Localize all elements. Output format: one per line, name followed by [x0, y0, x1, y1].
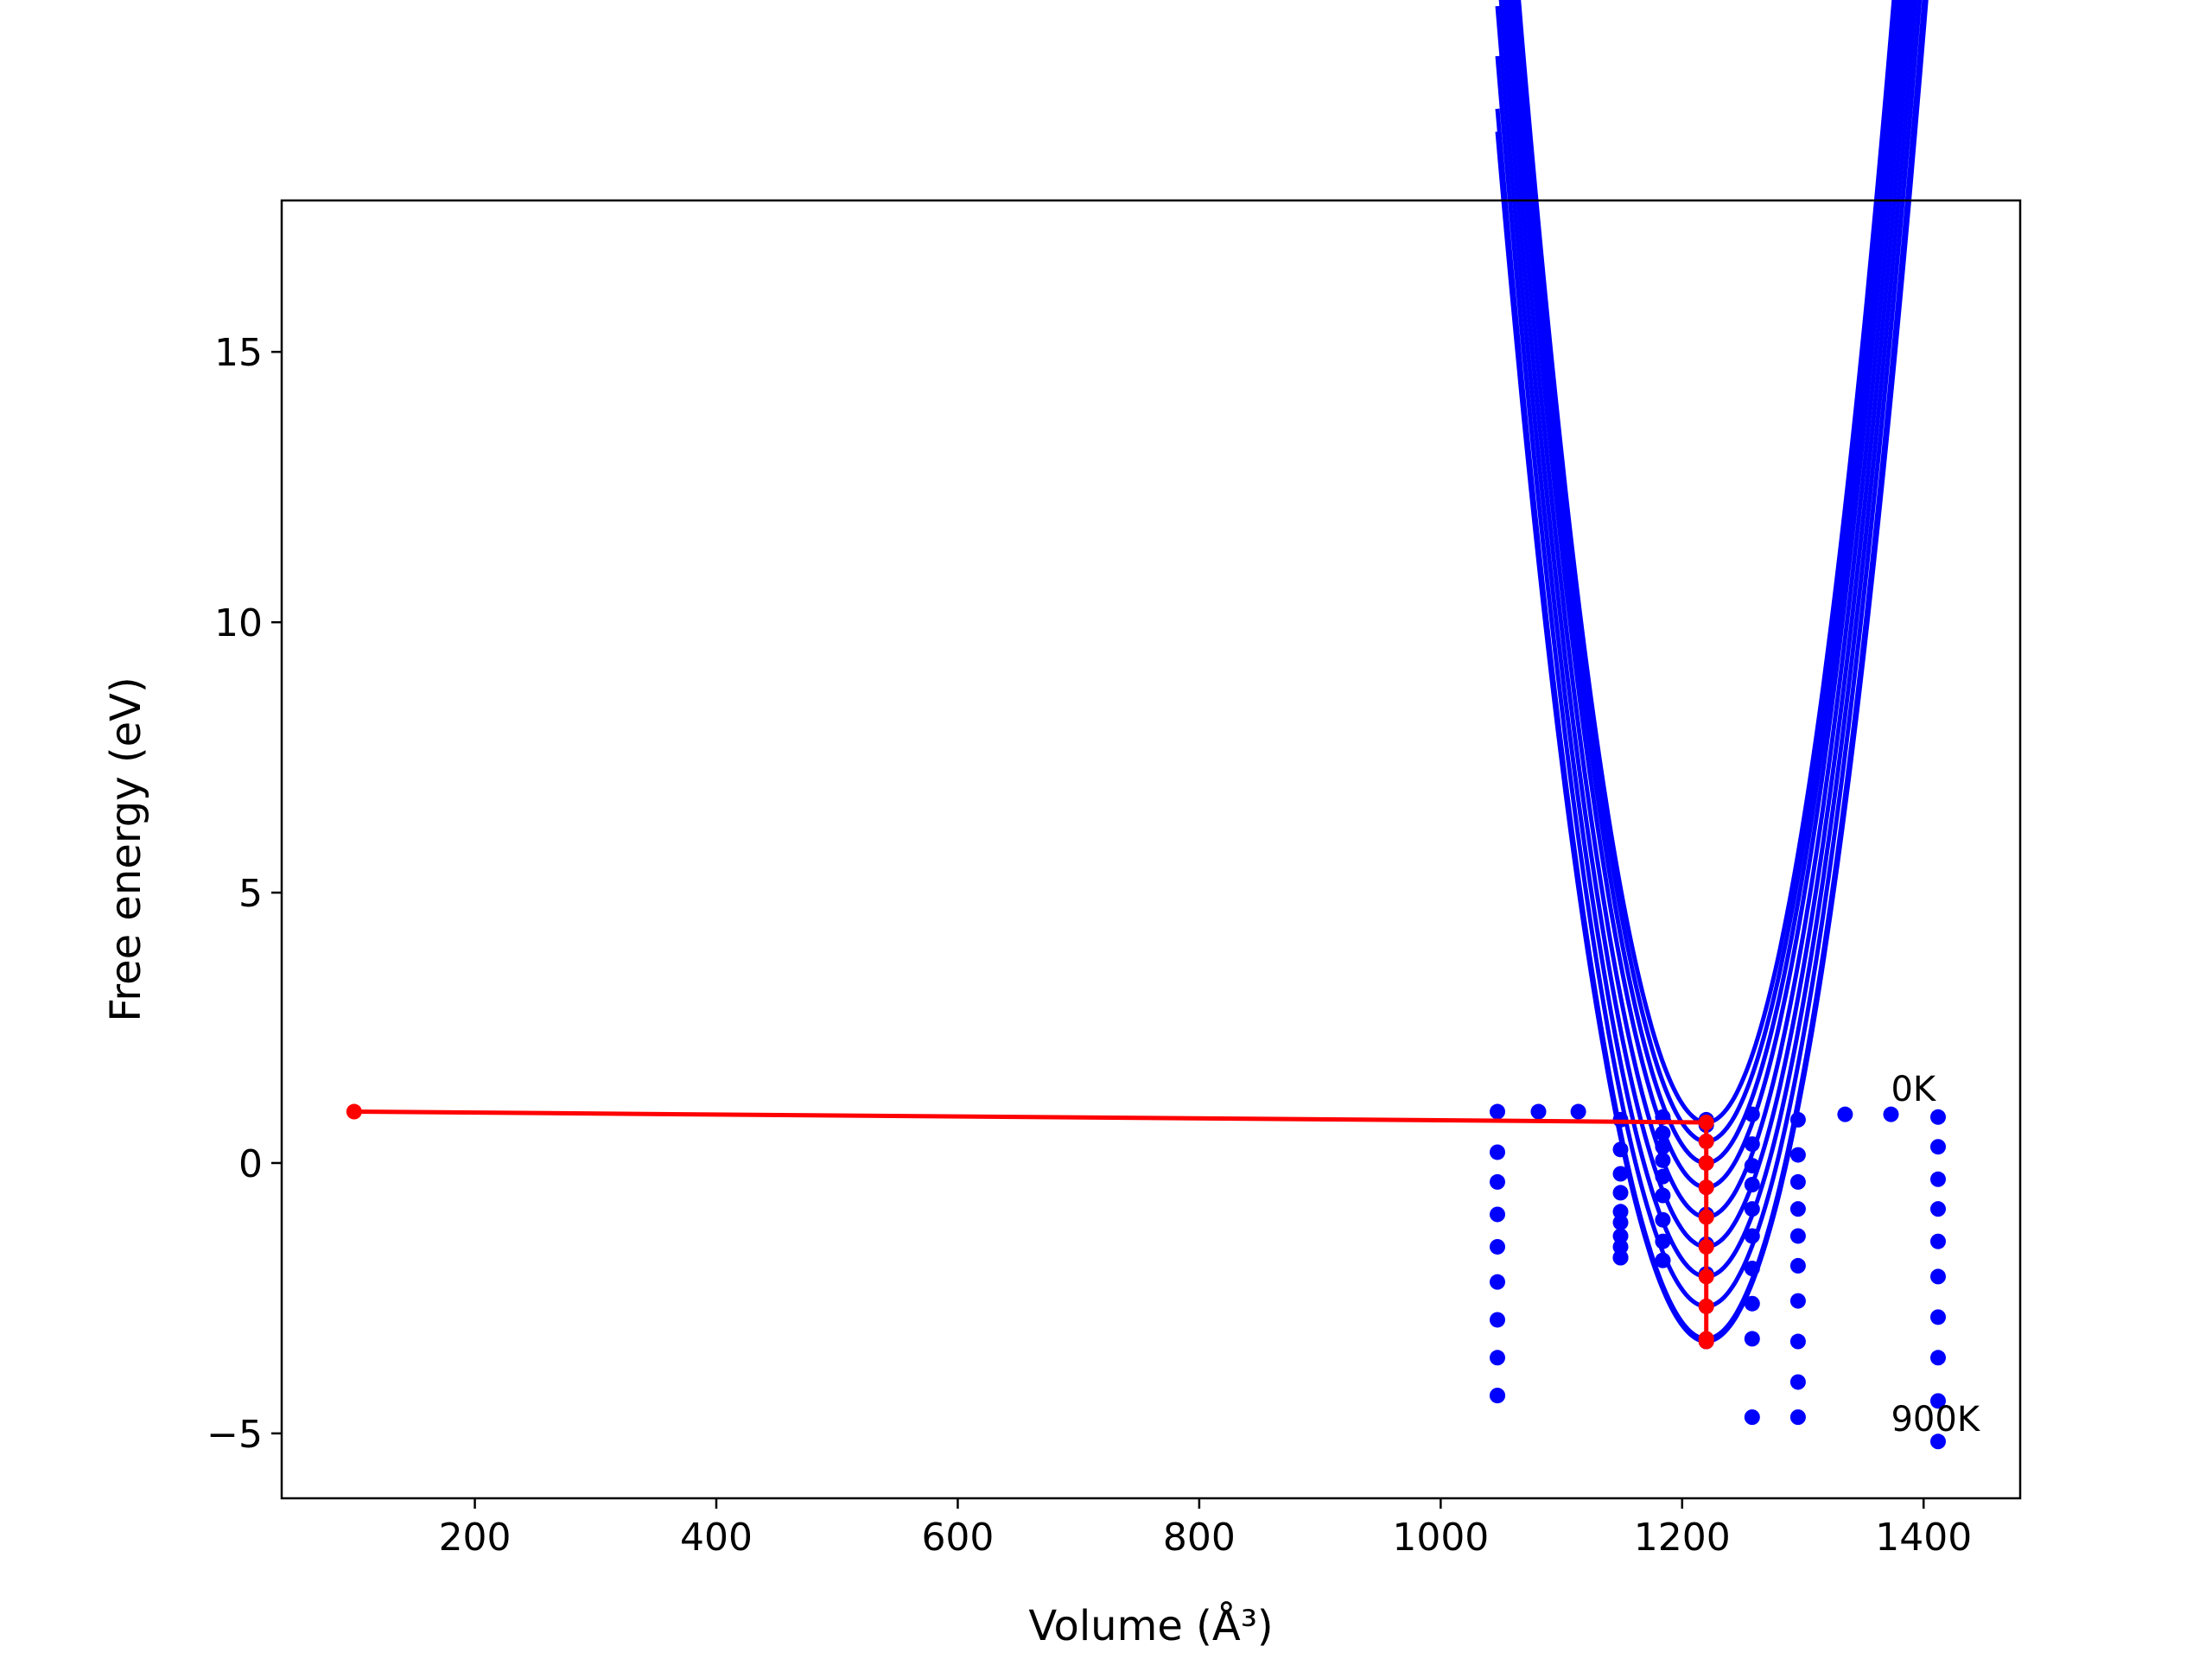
- temperature-annotation: 900K: [1891, 1400, 1980, 1440]
- data-point-900K: [1655, 1252, 1671, 1268]
- x-tick-label: 1200: [1634, 1516, 1731, 1560]
- data-point-200K: [1612, 1166, 1629, 1182]
- x-tick-label: 800: [1163, 1516, 1236, 1560]
- fit-curve-100K: [1513, 0, 1899, 1144]
- fit-curve-0K: [1516, 0, 1897, 1125]
- fit-curve-200K: [1510, 0, 1903, 1166]
- data-point-400K: [1789, 1228, 1806, 1244]
- fit-curve-700K: [1495, 0, 1923, 1309]
- data-point-200K: [1490, 1173, 1506, 1190]
- data-point-400K: [1490, 1238, 1506, 1255]
- minima-path-point: [1698, 1333, 1714, 1350]
- data-point-100K: [1490, 1144, 1506, 1160]
- data-point-100K: [1655, 1125, 1671, 1141]
- data-point-100K: [1789, 1147, 1806, 1163]
- data-point-600K: [1789, 1293, 1806, 1309]
- minima-path-point: [1698, 1154, 1714, 1171]
- data-point-0K: [1929, 1109, 1946, 1125]
- data-point-700K: [1929, 1350, 1946, 1366]
- data-point-0K: [1530, 1103, 1547, 1120]
- minima-path-point: [1698, 1133, 1714, 1149]
- x-tick-label: 1000: [1392, 1516, 1489, 1560]
- data-point-500K: [1612, 1214, 1629, 1230]
- data-point-300K: [1612, 1185, 1629, 1201]
- data-point-400K: [1612, 1204, 1629, 1220]
- data-point-800K: [1789, 1374, 1806, 1390]
- axis-ticks: 200 400 600 800 1000 1200 1400 −5 0 5 10 15: [207, 331, 1972, 1560]
- y-tick-label: 10: [214, 601, 263, 645]
- data-point-300K: [1490, 1206, 1506, 1223]
- data-point-400K: [1929, 1233, 1946, 1249]
- y-tick-label: −5: [207, 1413, 263, 1457]
- data-point-0K: [1883, 1106, 1899, 1122]
- plot-area: 0K 900K: [346, 0, 1981, 1450]
- data-point-400K: [1744, 1201, 1760, 1217]
- data-point-600K: [1929, 1309, 1946, 1325]
- data-point-0K: [1490, 1103, 1506, 1120]
- data-point-900K: [1789, 1409, 1806, 1426]
- data-point-100K: [1744, 1136, 1760, 1153]
- data-point-700K: [1655, 1233, 1671, 1249]
- data-point-0K: [1570, 1103, 1586, 1120]
- data-point-600K: [1612, 1228, 1629, 1244]
- data-point-500K: [1929, 1268, 1946, 1285]
- x-tick-label: 1400: [1875, 1516, 1972, 1560]
- data-point-500K: [1744, 1228, 1760, 1244]
- data-point-300K: [1929, 1201, 1946, 1217]
- data-point-400K: [1655, 1168, 1671, 1185]
- data-point-700K: [1789, 1333, 1806, 1350]
- y-tick-label: 15: [214, 331, 263, 375]
- minima-path-point: [1698, 1115, 1714, 1131]
- data-point-0K: [1744, 1106, 1760, 1122]
- x-tick-label: 600: [921, 1516, 994, 1560]
- data-point-200K: [1655, 1139, 1671, 1155]
- temperature-annotation: 0K: [1891, 1070, 1936, 1109]
- minima-path-point: [1698, 1238, 1714, 1255]
- minima-path-point: [1698, 1268, 1714, 1285]
- data-point-500K: [1655, 1187, 1671, 1204]
- minima-path-point: [1698, 1179, 1714, 1196]
- data-point-500K: [1789, 1257, 1806, 1274]
- x-tick-label: 200: [439, 1516, 512, 1560]
- y-axis-label: Free energy (eV): [102, 677, 150, 1021]
- data-point-900K: [1612, 1249, 1629, 1266]
- data-point-600K: [1655, 1211, 1671, 1228]
- data-point-300K: [1655, 1152, 1671, 1168]
- minima-path-point: [1698, 1298, 1714, 1314]
- data-point-300K: [1744, 1177, 1760, 1193]
- data-point-900K: [1929, 1433, 1946, 1450]
- data-point-100K: [1929, 1139, 1946, 1155]
- data-point-800K: [1929, 1393, 1946, 1409]
- data-point-0K: [1789, 1111, 1806, 1128]
- data-point-500K: [1490, 1274, 1506, 1290]
- data-point-200K: [1929, 1171, 1946, 1187]
- fit-curve-600K: [1495, 0, 1918, 1279]
- data-point-300K: [1789, 1201, 1806, 1217]
- data-point-700K: [1490, 1350, 1506, 1366]
- axes-frame: [280, 199, 2022, 1500]
- x-tick-label: 400: [680, 1516, 753, 1560]
- data-point-600K: [1490, 1312, 1506, 1328]
- fit-curve-300K: [1506, 0, 1906, 1190]
- fit-curve-500K: [1498, 0, 1914, 1249]
- data-point-900K: [1744, 1409, 1760, 1426]
- minima-path-point: [1698, 1209, 1714, 1225]
- x-axis-label: Volume (Å³): [1028, 1601, 1273, 1650]
- fit-curve-900K: [1495, 0, 1929, 1344]
- minima-path-point: [346, 1103, 362, 1120]
- data-point-600K: [1744, 1261, 1760, 1277]
- y-tick-label: 5: [238, 872, 263, 916]
- data-point-700K: [1612, 1238, 1629, 1255]
- data-point-100K: [1612, 1141, 1629, 1158]
- data-point-900K: [1490, 1388, 1506, 1404]
- data-point-200K: [1744, 1158, 1760, 1174]
- data-point-700K: [1744, 1295, 1760, 1312]
- data-point-800K: [1744, 1331, 1760, 1347]
- minima-path-line: [353, 1109, 1709, 1342]
- data-point-0K: [1837, 1106, 1853, 1122]
- data-point-200K: [1789, 1173, 1806, 1190]
- y-tick-label: 0: [238, 1142, 263, 1186]
- fit-curve-400K: [1503, 0, 1910, 1219]
